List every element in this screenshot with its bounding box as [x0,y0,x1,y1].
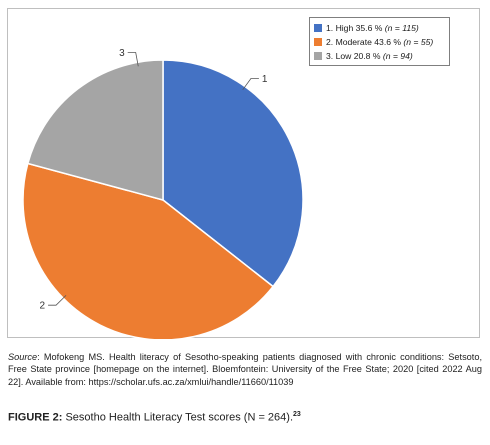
legend-swatch-moderate [314,38,322,46]
legend-item-low: 3. Low 20.8 % (n = 94) [314,49,445,63]
pie-slice-3 [26,59,164,201]
legend-num: 1. [326,23,334,33]
source-label: Source [8,352,38,362]
legend-num: 2. [326,37,334,47]
legend-label: High 35.6 % [335,23,383,33]
figure-number: FIGURE 2: [8,411,63,424]
slice-label-2: 2 [39,301,45,312]
legend-swatch-high [314,24,322,32]
source-note: Source: Mofokeng MS. Health literacy of … [8,351,482,388]
legend-count: (n = 115) [384,23,419,33]
leader-line-2 [48,295,67,306]
caption-text: Sesotho Health Literacy Test scores (N =… [62,411,294,424]
legend-count: (n = 94) [382,51,413,61]
legend-label: Low 20.8 % [335,51,381,61]
pie-chart: 1 2 3 [22,48,304,339]
legend-label: Moderate 43.6 % [335,37,402,47]
legend-count: (n = 55) [403,37,434,47]
pie-slice-2 [22,162,275,339]
chart-frame: 1 2 3 1. High 35.6 % (n = 115) 2. Moderate… [7,8,480,339]
pie-slice-1 [162,59,304,288]
chart-legend: 1. High 35.6 % (n = 115) 2. Moderate 43.… [309,17,450,66]
legend-swatch-low [314,52,322,60]
leader-line-3 [127,52,139,67]
figure-caption: FIGURE 2: Sesotho Health Literacy Test s… [8,411,301,424]
legend-num: 3. [326,51,334,61]
slice-label-1: 1 [262,74,268,85]
caption-ref: 23 [293,411,301,418]
slice-label-3: 3 [119,48,125,59]
source-text: : Mofokeng MS. Health literacy of Sesoth… [8,352,482,387]
leader-line-1 [242,78,259,91]
legend-item-moderate: 2. Moderate 43.6 % (n = 55) [314,35,445,49]
legend-item-high: 1. High 35.6 % (n = 115) [314,21,445,35]
